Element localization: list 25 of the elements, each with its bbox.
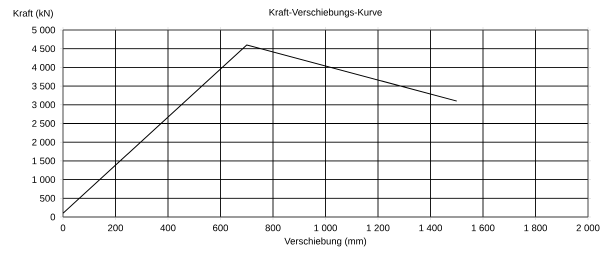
y-tick-label: 4 500 <box>32 45 56 52</box>
x-tick-label: 1 200 <box>366 224 390 232</box>
y-tick-label: 500 <box>40 194 56 202</box>
x-tick-label: 600 <box>213 224 228 232</box>
y-tick-label: 2 500 <box>32 120 56 127</box>
x-tick-label: 2 000 <box>576 224 600 232</box>
y-axis-title: Kraft (kN) <box>14 10 53 18</box>
y-tick-label: 2 000 <box>32 138 56 146</box>
x-tick-label: 1 800 <box>524 224 548 232</box>
y-tick-label: 1 500 <box>32 158 56 164</box>
y-tick-label: 1 000 <box>32 176 56 183</box>
y-tick-label: 3 500 <box>32 82 56 90</box>
y-tick-label: 4 000 <box>32 64 56 71</box>
chart-title: Kraft-Verschiebungs-Kurve <box>270 8 382 18</box>
y-tick-label: 3 000 <box>32 101 56 108</box>
y-tick-label: 5 000 <box>32 26 56 34</box>
x-tick-label: 400 <box>160 224 176 232</box>
x-tick-label: 1 600 <box>472 224 494 232</box>
x-tick-label: 0 <box>60 224 66 232</box>
x-tick-label: 1 400 <box>419 224 442 232</box>
x-tick-label: 1 000 <box>314 224 337 232</box>
x-axis-title: Verschiebung (mm) <box>284 238 366 246</box>
x-tick-label: 200 <box>108 224 124 232</box>
x-tick-label: 800 <box>265 224 281 232</box>
y-tick-label: 0 <box>50 214 56 220</box>
